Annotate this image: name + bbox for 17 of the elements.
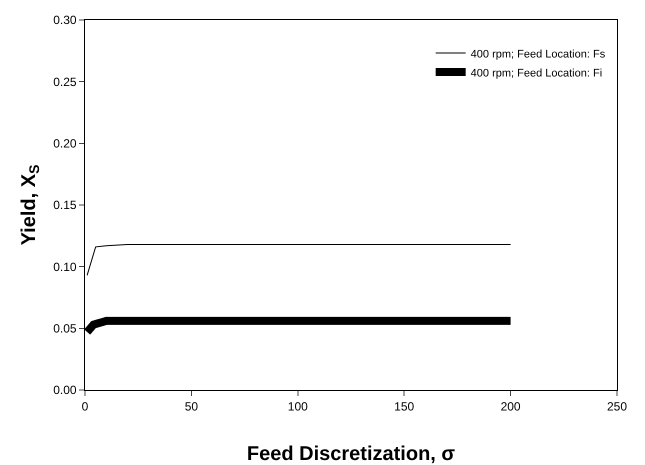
x-tick-label: 250: [606, 399, 628, 414]
x-tick-label: 150: [394, 399, 415, 414]
x-tick-label: 0: [82, 399, 89, 414]
y-tick-label: 0.00: [53, 383, 77, 398]
y-tick-label: 0.25: [53, 74, 77, 89]
legend-label: 400 rpm; Feed Location: Fi: [470, 67, 602, 80]
x-tick-label: 200: [500, 399, 521, 414]
y-tick-label: 0.10: [53, 260, 77, 274]
y-tick-label: 0.20: [53, 136, 77, 151]
x-axis-title: Feed Discretization, σ: [246, 443, 456, 465]
legend-label: 400 rpm; Feed Location: Fs: [470, 48, 606, 60]
y-tick-label: 0.30: [53, 13, 77, 28]
line-series: [86, 244, 512, 276]
x-tick-label: 50: [184, 399, 198, 414]
y-tick-label: 0.05: [53, 322, 77, 336]
y-tick-label: 0.15: [53, 198, 77, 212]
x-tick-label: 100: [288, 399, 308, 414]
